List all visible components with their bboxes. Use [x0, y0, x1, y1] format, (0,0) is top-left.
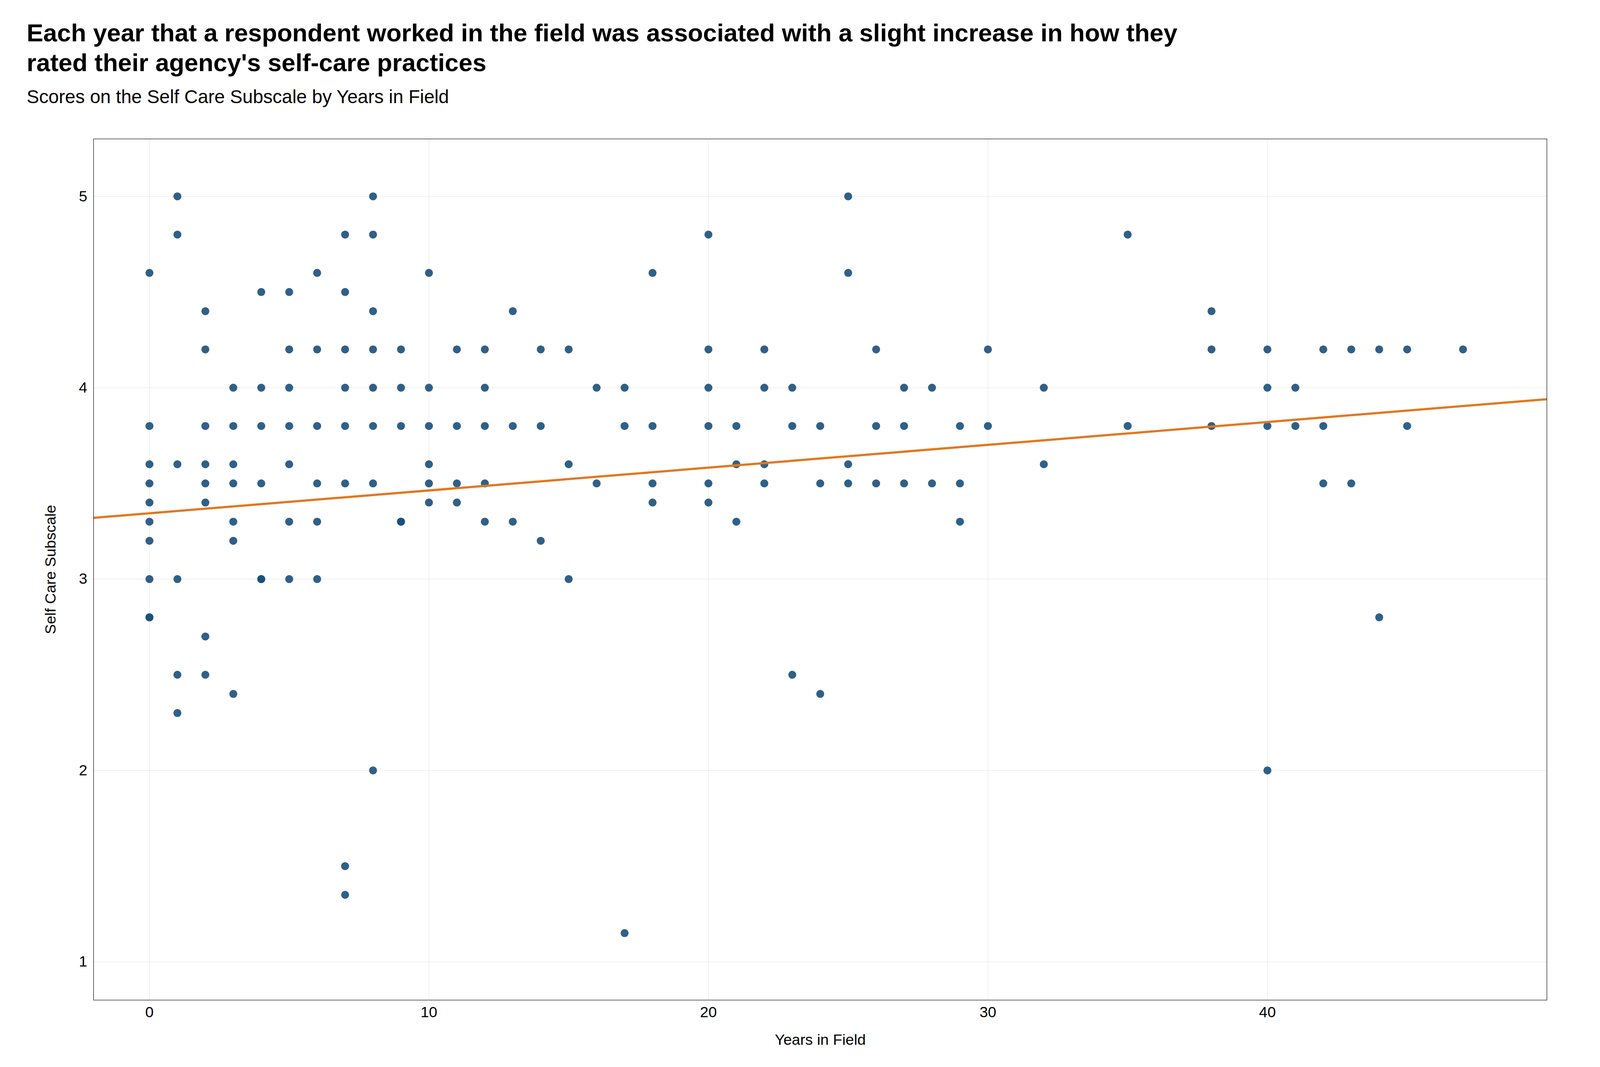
svg-text:20: 20: [700, 1003, 717, 1020]
svg-text:1: 1: [79, 952, 88, 970]
svg-text:4: 4: [79, 378, 88, 396]
svg-text:10: 10: [420, 1003, 438, 1020]
svg-text:0: 0: [145, 1003, 154, 1020]
svg-text:Years in Field: Years in Field: [774, 1030, 866, 1048]
svg-text:2: 2: [79, 761, 88, 779]
svg-text:3: 3: [79, 570, 88, 588]
svg-text:40: 40: [1259, 1003, 1276, 1020]
html-text:Scores on the Self Care Subsca: Scores on the Self Care Subscale by Year…: [26, 86, 449, 108]
svg-text:5: 5: [79, 187, 88, 205]
svg-text:Self Care Subscale: Self Care Subscale: [41, 504, 59, 635]
html-text:Each year that a respondent wo: Each year that a respondent worked in th…: [26, 18, 1178, 77]
svg-text:30: 30: [979, 1003, 997, 1020]
